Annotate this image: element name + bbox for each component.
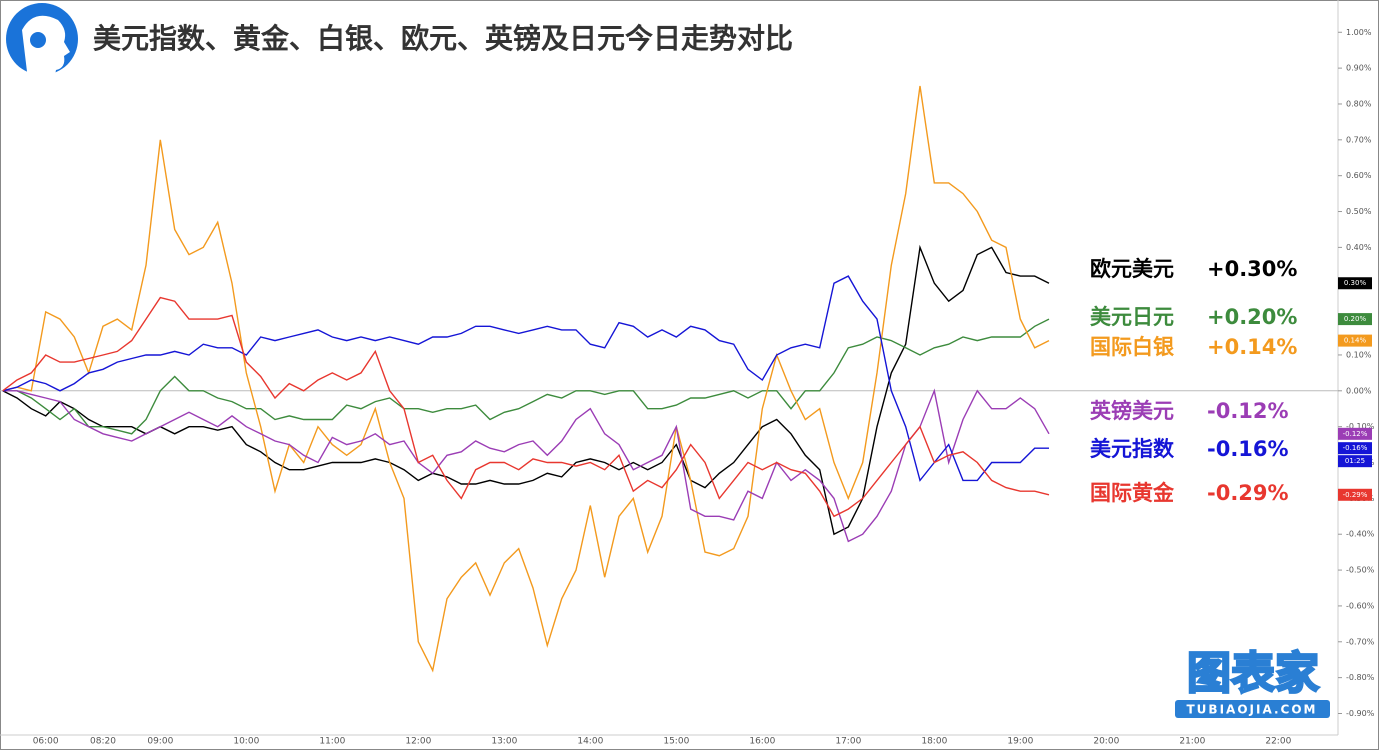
chart-title: 美元指数、黄金、白银、欧元、英镑及日元今日走势对比 — [93, 22, 793, 55]
legend-name: 美元日元 — [1090, 305, 1174, 329]
y-tick-label: 0.00% — [1346, 386, 1372, 395]
x-tick-label: 13:00 — [491, 737, 517, 747]
axis-tag — [1338, 488, 1372, 501]
series-line — [2, 275, 1049, 482]
legend-change: +0.14% — [1207, 335, 1297, 359]
series-line — [2, 388, 1050, 543]
axis-tag — [1338, 334, 1372, 347]
y-tick-label: 0.10% — [1346, 350, 1372, 359]
axis-tag-label: -0.29% — [1343, 491, 1368, 499]
axis-tag — [1338, 442, 1372, 455]
watermark-url: TUBIAOJIA.COM — [1187, 703, 1318, 717]
legend-name: 欧元美元 — [1090, 257, 1174, 281]
y-tick-label: 0.90% — [1346, 64, 1372, 73]
axis-tag-label: -0.16% — [1343, 444, 1368, 452]
x-tick-label: 10:00 — [233, 737, 259, 747]
legend-name: 美元指数 — [1090, 437, 1175, 461]
x-tick-label: 20:00 — [1093, 737, 1119, 747]
y-tick-label: -0.50% — [1346, 566, 1375, 575]
axis-tag — [1338, 427, 1372, 440]
y-tick-label: -0.60% — [1346, 601, 1375, 610]
x-tick-label: 21:00 — [1179, 737, 1205, 747]
y-tick-label: 0.60% — [1346, 171, 1372, 180]
x-tick-label: 19:00 — [1007, 737, 1033, 747]
legend-change: -0.12% — [1207, 399, 1289, 423]
y-tick-label: 0.40% — [1346, 243, 1372, 252]
series-line — [2, 296, 1050, 518]
countdown-tag — [1338, 455, 1372, 468]
watermark: 图表家 TUBIAOJIA.COM — [1175, 647, 1330, 718]
x-tick-label: 11:00 — [319, 737, 345, 747]
x-tick-label: 22:00 — [1265, 737, 1291, 747]
axis-tag-label: 0.20% — [1344, 315, 1367, 323]
watermark-title: 图表家 — [1187, 648, 1319, 699]
series-line — [2, 244, 1050, 536]
axis-tag — [1338, 277, 1372, 290]
axis-tag-label: 0.14% — [1344, 337, 1367, 345]
x-tick-label: 15:00 — [663, 737, 689, 747]
series-line — [2, 318, 1050, 435]
legend-change: +0.30% — [1207, 257, 1297, 281]
x-tick-label: 17:00 — [835, 737, 861, 747]
x-tick-label: 09:00 — [147, 737, 173, 747]
logo — [6, 3, 78, 80]
x-tick-label: 12:00 — [405, 737, 431, 747]
legend-change: +0.20% — [1207, 305, 1297, 329]
y-tick-label: -0.40% — [1346, 530, 1375, 539]
axis-tag-label: -0.12% — [1343, 430, 1368, 438]
y-tick-label: -0.70% — [1346, 637, 1375, 646]
legend-name: 英镑美元 — [1090, 399, 1174, 423]
x-tick-label: 14:00 — [577, 737, 603, 747]
x-tick-label: 16:00 — [749, 737, 775, 747]
series-line — [2, 85, 1050, 673]
axis-tag-label: 0.30% — [1344, 279, 1367, 287]
y-tick-label: 0.80% — [1346, 99, 1372, 108]
x-tick-label: 06:00 — [33, 737, 59, 747]
legend-change: -0.29% — [1207, 481, 1289, 505]
axis-tag — [1338, 313, 1372, 326]
legend-change: -0.16% — [1207, 437, 1289, 461]
y-tick-label: 1.00% — [1346, 28, 1372, 37]
y-tick-label: 0.50% — [1346, 207, 1372, 216]
x-tick-label: 08:20 — [90, 737, 116, 747]
legend-name: 国际白银 — [1090, 335, 1175, 359]
y-tick-label: -0.80% — [1346, 673, 1375, 682]
legend-name: 国际黄金 — [1090, 481, 1175, 505]
countdown-label: 01:25 — [1345, 457, 1365, 465]
y-tick-label: -0.10% — [1346, 422, 1375, 431]
x-tick-label: 18:00 — [921, 737, 947, 747]
y-tick-label: -0.90% — [1346, 709, 1375, 718]
y-tick-label: 0.70% — [1346, 135, 1372, 144]
